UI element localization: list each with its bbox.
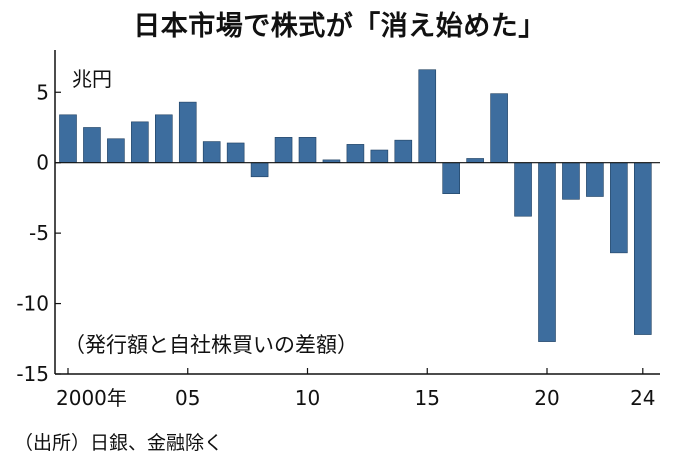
x-tick-label: 15: [415, 386, 440, 410]
source-note: （出所）日銀、金融除く: [14, 432, 224, 454]
bar-2004: [155, 114, 173, 163]
bar-2015: [418, 69, 437, 163]
y-tick-label: -15: [16, 362, 49, 386]
chart-title: 日本市場で株式が「消え始めた」: [133, 11, 546, 42]
bar-2000: [59, 114, 77, 163]
y-axis-unit-label: 兆円: [72, 67, 112, 91]
y-ticks-group: 5 0 -5 -10 -15: [16, 80, 61, 386]
bar-2006: [202, 141, 221, 163]
bar-2023: [610, 162, 628, 254]
bar-2019: [514, 162, 532, 217]
bar-2022: [586, 162, 604, 197]
x-tick-label: 10: [295, 386, 320, 410]
bar-2010: [298, 137, 317, 163]
y-tick-label: 0: [36, 151, 49, 175]
y-tick-label: -10: [16, 292, 49, 316]
bar-2001: [83, 127, 101, 163]
bar-2008: [250, 162, 269, 178]
y-tick-label: 5: [36, 80, 49, 104]
x-tick-label: 20: [534, 386, 559, 410]
bar-2020: [538, 162, 556, 342]
bar-2005: [178, 101, 197, 163]
chart-annotation: （発行額と自社株買いの差額）: [64, 333, 358, 357]
x-ticks-group: 2000年 05 10 15 20 24: [56, 368, 656, 410]
bar-2013: [370, 149, 389, 163]
bar-2003: [131, 121, 149, 163]
bars-group: [59, 69, 652, 342]
bar-2002: [107, 138, 125, 163]
bar-2024: [633, 162, 652, 335]
bar-2021: [562, 162, 580, 200]
bar-2018: [490, 93, 508, 163]
y-tick-label: -5: [29, 221, 49, 245]
x-tick-label: 05: [175, 386, 200, 410]
bar-2014: [394, 139, 413, 163]
bar-2012: [346, 144, 365, 163]
bar-2017: [466, 158, 484, 163]
x-tick-label: 24: [630, 386, 655, 410]
x-tick-label: 2000年: [56, 386, 127, 410]
bar-2009: [274, 137, 293, 163]
bar-2016: [442, 162, 461, 194]
bar-2007: [226, 142, 245, 163]
